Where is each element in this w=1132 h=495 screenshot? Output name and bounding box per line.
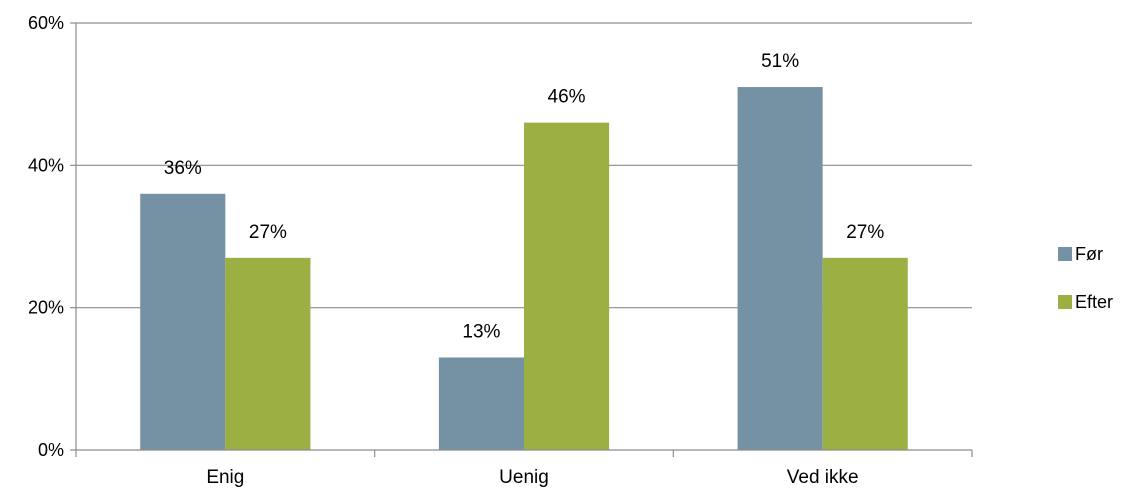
legend-label: Før (1075, 244, 1103, 264)
bars (140, 87, 908, 451)
legend-label: Efter (1075, 292, 1113, 312)
bar-Efter-Uenig (524, 122, 610, 450)
y-tick-label: 20% (28, 298, 64, 318)
data-label: 46% (548, 87, 586, 108)
data-label: 27% (846, 222, 884, 243)
bar-Efter-Enig (225, 257, 311, 450)
y-tick-label: 0% (38, 440, 64, 460)
legend-swatch (1058, 295, 1072, 309)
data-label: 13% (462, 321, 500, 342)
bar-Før-Ved ikke (737, 87, 823, 451)
legend: Før Efter (1058, 244, 1113, 312)
labels: 0% 20% 40% 60% 36% 27% Enig 13% 46% Uenig 51% 27% Ve… (28, 13, 884, 488)
bar-Før-Uenig (438, 357, 524, 450)
category-label: Uenig (499, 467, 549, 488)
data-label: 27% (249, 222, 287, 243)
axes (70, 22, 973, 457)
data-label: 36% (164, 158, 202, 179)
y-tick-label: 60% (28, 13, 64, 33)
legend-swatch (1058, 247, 1072, 261)
bar-Før-Enig (140, 193, 226, 451)
category-label: Enig (206, 467, 244, 488)
data-label: 51% (761, 51, 799, 72)
bar-Efter-Ved ikke (822, 257, 908, 450)
category-label: Ved ikke (787, 467, 859, 488)
y-tick-label: 40% (28, 155, 64, 175)
